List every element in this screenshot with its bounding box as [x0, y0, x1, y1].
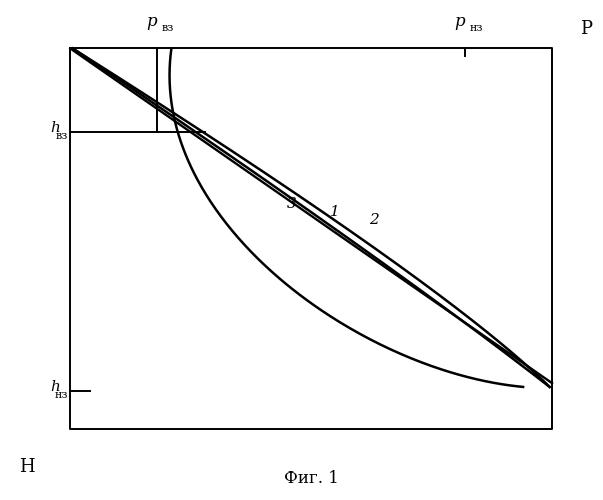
Text: h: h	[51, 380, 60, 394]
Text: 1: 1	[330, 205, 340, 219]
Text: нз: нз	[54, 390, 68, 400]
Text: H: H	[19, 458, 35, 476]
Text: Фиг. 1: Фиг. 1	[283, 470, 338, 486]
Text: h: h	[51, 122, 60, 136]
Text: 3: 3	[287, 198, 297, 211]
Text: нз: нз	[470, 22, 484, 32]
Text: вз: вз	[162, 22, 174, 32]
Text: вз: вз	[55, 131, 68, 141]
Text: P: P	[579, 20, 592, 38]
Text: 2: 2	[369, 212, 379, 226]
Text: p: p	[455, 14, 466, 30]
Text: p: p	[147, 14, 157, 30]
